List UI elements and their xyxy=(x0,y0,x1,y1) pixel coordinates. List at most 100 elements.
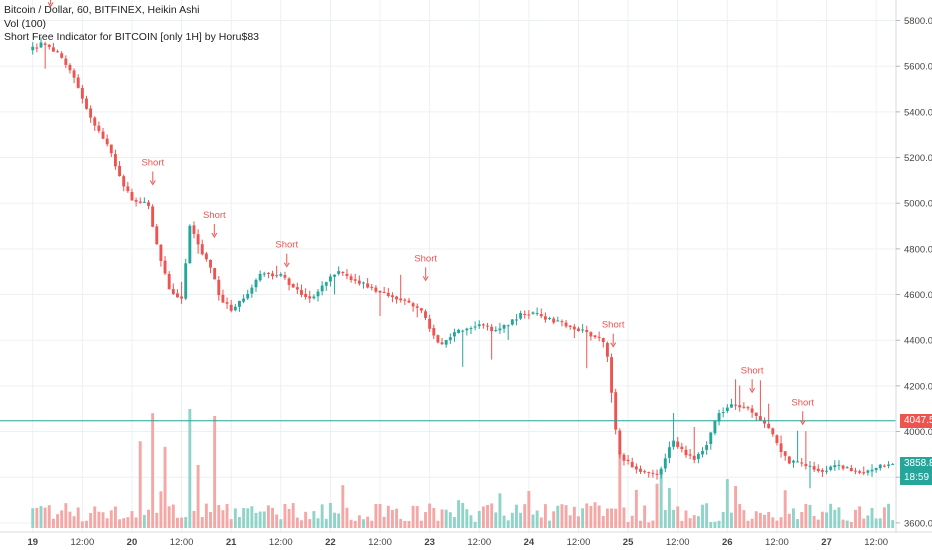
volume-bar xyxy=(684,510,688,528)
volume-bar xyxy=(667,487,671,528)
time-tick-label: 21 xyxy=(226,537,237,548)
candle-body xyxy=(341,271,345,274)
candle-body xyxy=(283,275,287,278)
short-signal-arrow-head xyxy=(283,262,290,268)
candle-body xyxy=(333,274,336,277)
volume-bar xyxy=(779,517,783,528)
price-tick-label: 4000.0 xyxy=(904,427,932,438)
volume-bar xyxy=(601,516,605,528)
volume-bar xyxy=(816,519,820,528)
short-indicator-label[interactable]: Short Free Indicator for BITCOIN [only 1… xyxy=(4,31,260,43)
volume-bar xyxy=(113,506,117,528)
candle-body xyxy=(701,450,704,455)
volume-bar xyxy=(701,504,704,528)
volume-bar xyxy=(167,506,171,528)
candle-body xyxy=(238,300,241,307)
candle-body xyxy=(758,416,762,421)
candle-body xyxy=(804,463,808,467)
volume-bar xyxy=(436,520,440,528)
candle-body xyxy=(812,466,816,470)
candle-body xyxy=(366,283,370,288)
volume-bar xyxy=(639,520,642,528)
candle-body xyxy=(155,226,159,245)
volume-bar xyxy=(854,509,857,528)
volume-bar xyxy=(386,505,390,528)
candle-body xyxy=(717,413,721,422)
candle-body xyxy=(56,51,59,53)
volume-bar xyxy=(349,519,353,528)
volume-bar xyxy=(47,505,51,528)
candle-body xyxy=(730,404,733,408)
volume-bar xyxy=(97,511,101,528)
candle-body xyxy=(597,336,601,338)
candle-body xyxy=(548,318,551,320)
candle-body xyxy=(192,225,196,235)
volume-bar xyxy=(812,515,816,528)
volume-bar xyxy=(878,518,882,528)
short-signal-arrow-head xyxy=(149,180,156,186)
candle-body xyxy=(709,432,713,445)
volume-bar xyxy=(672,509,676,528)
candle-body xyxy=(324,282,328,286)
candle-body xyxy=(415,306,419,308)
volume-bar xyxy=(465,509,469,528)
candle-body xyxy=(353,279,357,281)
volume-bar xyxy=(792,508,795,528)
last-price-tag: 3858.8 xyxy=(900,456,932,471)
time-axis-background[interactable] xyxy=(0,532,932,550)
candle-body xyxy=(444,340,448,345)
volume-bar xyxy=(808,504,812,528)
volume-bar xyxy=(589,505,593,528)
volume-bar xyxy=(717,520,721,528)
candle-body xyxy=(60,53,64,58)
candle-body xyxy=(337,271,341,274)
candle-body xyxy=(473,326,477,328)
candle-body xyxy=(539,314,543,317)
candle-body xyxy=(705,445,709,450)
volume-bar xyxy=(242,508,246,528)
volume-bar xyxy=(217,505,221,528)
volume-bar xyxy=(577,516,580,528)
candle-body xyxy=(519,313,523,319)
volume-bar xyxy=(891,520,895,528)
candle-body xyxy=(134,200,138,202)
candle-body xyxy=(610,357,614,393)
candle-body xyxy=(858,471,862,473)
volume-bar xyxy=(825,512,828,528)
price-axis-background[interactable] xyxy=(896,0,932,532)
volume-bar xyxy=(746,520,750,528)
candle-body xyxy=(713,420,717,434)
symbol-title[interactable]: Bitcoin / Dollar, 60, BITFINEX, Heikin A… xyxy=(4,4,200,16)
volume-bar xyxy=(477,510,481,528)
volume-bar xyxy=(366,516,370,528)
volume-bar xyxy=(725,479,729,528)
volume-bar xyxy=(721,511,725,528)
volume-bar xyxy=(229,519,233,528)
volume-bar xyxy=(333,512,336,528)
volume-bar xyxy=(659,469,663,528)
volume-bar xyxy=(506,520,510,528)
volume-bar xyxy=(750,518,754,528)
volume-bar xyxy=(581,508,585,528)
volume-bar xyxy=(250,506,254,528)
candle-body xyxy=(515,319,518,321)
candle-body xyxy=(585,329,589,333)
volume-indicator-label[interactable]: Vol (100) xyxy=(4,17,47,30)
candle-layer xyxy=(31,37,895,489)
candle-body xyxy=(31,46,35,51)
volume-bar xyxy=(304,511,308,528)
volume-bar xyxy=(494,512,498,528)
candle-body xyxy=(746,407,750,409)
candle-body xyxy=(374,287,378,292)
candle-body xyxy=(490,326,494,332)
candle-body xyxy=(275,275,279,277)
volume-bar xyxy=(80,521,84,528)
volume-bar xyxy=(763,514,766,528)
candle-body xyxy=(477,324,481,327)
candle-body xyxy=(180,296,184,299)
candle-body xyxy=(68,65,72,71)
volume-bar xyxy=(213,416,217,528)
volume-bar xyxy=(523,504,527,528)
